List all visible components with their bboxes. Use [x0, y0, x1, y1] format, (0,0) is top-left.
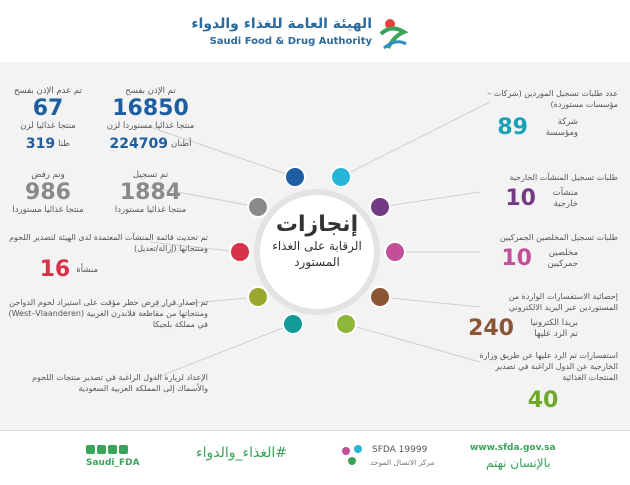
item: عدد طلبات تسجيل الموردين (شركات –مؤسسات …: [478, 88, 618, 140]
stat-unit: أطنان: [170, 138, 192, 149]
item: إحصائية الاستفسارات الواردة من المستوردي…: [468, 291, 618, 341]
stat: تم عدم الإذن بفسح 67 منتجا غذائيا لزن 31…: [8, 86, 88, 156]
item-unit: منشآت خارجية: [552, 188, 578, 209]
item-value: 10: [501, 246, 532, 271]
stat-label: تم عدم الإذن بفسح: [14, 86, 82, 96]
stat-label: تم الإذن بفسح: [125, 86, 176, 96]
stat: وتم رفض 986 منتجا غذائيا مستوردا: [8, 170, 88, 216]
item-unit: شركة ومؤسسة: [545, 117, 578, 138]
item-label: الإعداد لزيارة الدول الراغبة في تصدير من…: [32, 373, 208, 393]
logo-arabic: الهيئة العامة للغذاء والدواء: [191, 16, 372, 32]
item-value: 16: [39, 257, 71, 282]
stat-value: 319: [25, 136, 56, 152]
item-label: طلبات تسجيل المنشآت الخارجية: [509, 173, 618, 182]
social-handle: Saudi_FDA: [86, 458, 140, 468]
stat-unit: طنا: [58, 138, 71, 149]
stat-value: 224709: [109, 136, 168, 152]
item: تم تحديث قائمة المنشآت المعتمدة لدى الهي…: [8, 232, 208, 282]
hashtag: #الغذاء_والدواء: [196, 445, 287, 461]
item-label: عدد طلبات تسجيل الموردين (شركات –مؤسسات …: [487, 89, 618, 109]
subtitle: الرقابة على الغذاء: [272, 239, 362, 253]
stat-value: 16850: [112, 96, 189, 121]
stat: تم الإذن بفسح 16850 منتجا غذائيا مستوردا…: [98, 86, 203, 156]
item-value: 10: [505, 186, 536, 211]
item-unit: منشأة: [76, 264, 98, 275]
logo-english: Saudi Food & Drug Authority: [209, 36, 372, 47]
item-label: إحصائية الاستفسارات الواردة من المستوردي…: [508, 292, 618, 312]
stat-label: تم تسجيل: [132, 170, 169, 180]
title: إنجازات: [275, 212, 359, 237]
item: طلبات تسجيل المنشآت الخارجية 10 منشآت خا…: [478, 172, 618, 211]
stat-value: 1884: [119, 180, 182, 205]
callcenter: SFDA 19999: [372, 445, 428, 455]
logo-icon: [379, 19, 409, 50]
center-title: إنجازات الرقابة على الغذاء المستورد: [257, 212, 377, 270]
item: الإعداد لزيارة الدول الراغبة في تصدير من…: [8, 372, 208, 394]
stat-unit: منتجا غذائيا مستوردا لزن: [106, 121, 195, 131]
website: www.sfda.gov.sa: [470, 443, 556, 453]
stat: تم تسجيل 1884 منتجا غذائيا مستوردا: [98, 170, 203, 216]
item-value: 40: [527, 388, 559, 413]
item: طلبات تسجيل المخلصين الجمركيين 10 مخلصين…: [478, 232, 618, 271]
item-unit: مخلصين جمركيين: [547, 248, 578, 269]
subtitle: المستورد: [294, 255, 340, 269]
callcenter-label: مركز الاتصال الموحد: [370, 458, 435, 467]
slogan: بالإنسان نهتم: [486, 456, 551, 470]
item-label: تم إصدار قرار فرض حظر مؤقت على استيراد ل…: [8, 298, 208, 329]
stat-value: 986: [25, 180, 71, 205]
item: استفسارات تم الرد عليها عن طريق وزارة ال…: [468, 350, 618, 413]
footer: Saudi_FDA #الغذاء_والدواء SFDA 19999 مرك…: [0, 430, 630, 485]
item: تم عدم الإذن بفسح 67 منتجا غذائيا لزن 31…: [8, 86, 203, 156]
item-label: طلبات تسجيل المخلصين الجمركيين: [499, 233, 618, 242]
diagram: [149, 101, 491, 381]
item-value: 240: [468, 316, 514, 341]
stat-unit: منتجا غذائيا مستوردا: [12, 205, 84, 215]
stat-label: وتم رفض: [31, 170, 65, 180]
item-unit: بريدا الكترونيا تم الرد عليها: [530, 318, 578, 339]
stat-unit: منتجا غذائيا مستوردا: [114, 205, 187, 215]
social-icons: [86, 445, 128, 454]
stat-unit: منتجا غذائيا لزن: [20, 121, 76, 131]
item: وتم رفض 986 منتجا غذائيا مستوردا تم تسجي…: [8, 170, 203, 216]
item: تم إصدار قرار فرض حظر مؤقت على استيراد ل…: [8, 297, 208, 330]
item-label: استفسارات تم الرد عليها عن طريق وزارة ال…: [479, 351, 618, 382]
stat-value: 67: [32, 96, 64, 121]
item-value: 89: [497, 115, 528, 140]
item-label: تم تحديث قائمة المنشآت المعتمدة لدى الهي…: [9, 233, 208, 253]
header: الهيئة العامة للغذاء والدواء Saudi Food …: [0, 0, 630, 62]
callcenter-icon: [342, 445, 362, 465]
